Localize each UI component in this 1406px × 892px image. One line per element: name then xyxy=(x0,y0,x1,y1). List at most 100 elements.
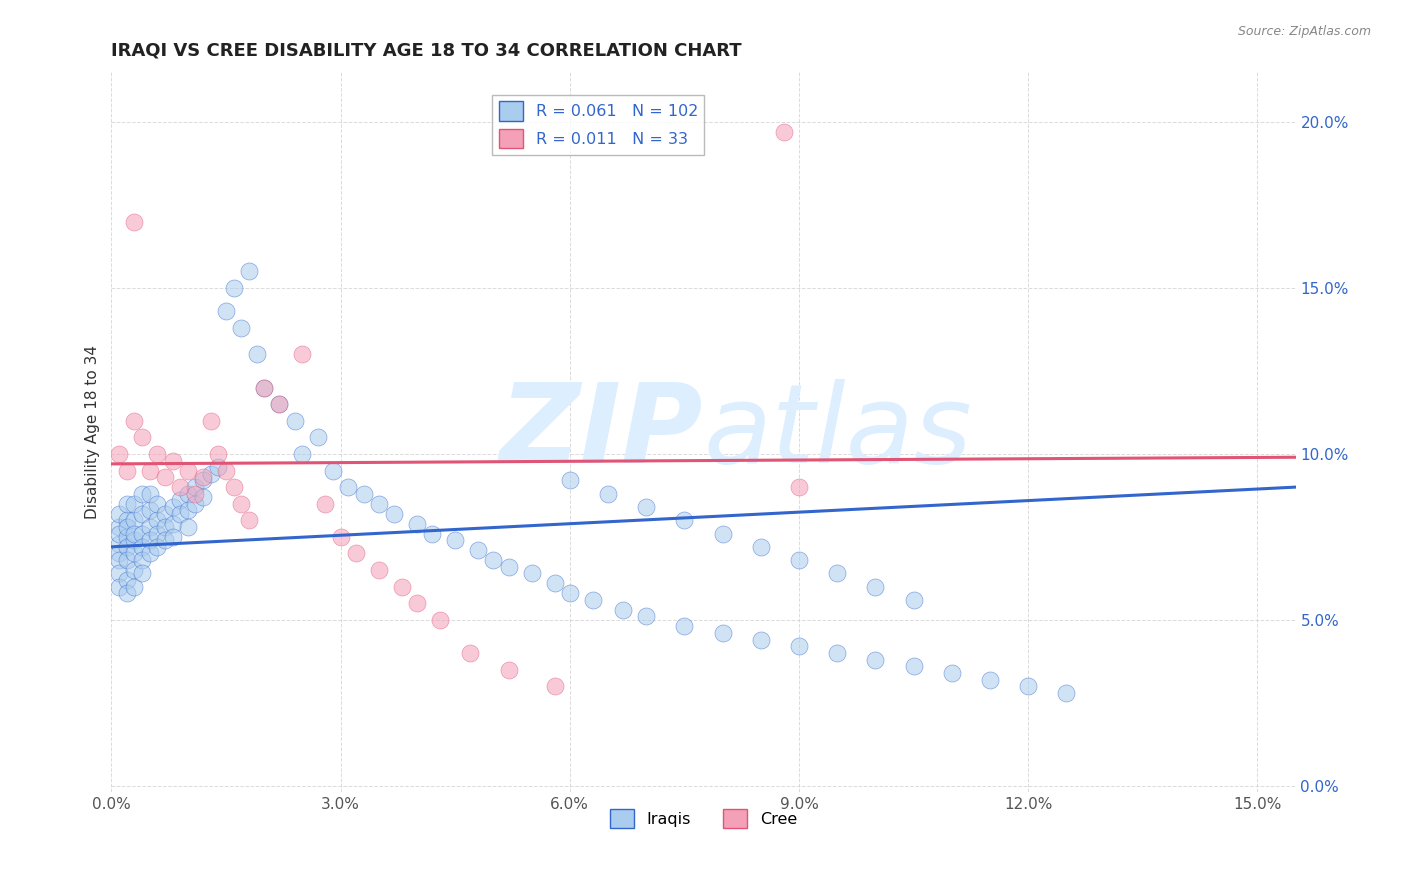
Point xyxy=(131,507,153,521)
Point xyxy=(429,613,451,627)
Point xyxy=(115,497,138,511)
Point xyxy=(582,593,605,607)
Point xyxy=(200,414,222,428)
Point xyxy=(146,513,169,527)
Point xyxy=(108,553,131,567)
Point xyxy=(184,480,207,494)
Point xyxy=(153,470,176,484)
Point xyxy=(498,559,520,574)
Point xyxy=(406,516,429,531)
Text: ZIP: ZIP xyxy=(501,379,703,486)
Point xyxy=(711,626,734,640)
Point xyxy=(353,487,375,501)
Point xyxy=(1054,686,1077,700)
Point xyxy=(498,663,520,677)
Point xyxy=(291,347,314,361)
Point xyxy=(772,125,794,139)
Point xyxy=(131,566,153,581)
Point xyxy=(146,526,169,541)
Point xyxy=(138,503,160,517)
Point xyxy=(284,414,307,428)
Point xyxy=(153,533,176,548)
Point xyxy=(169,507,191,521)
Point xyxy=(184,497,207,511)
Point xyxy=(238,264,260,278)
Point xyxy=(253,381,276,395)
Point xyxy=(131,430,153,444)
Legend: Iraqis, Cree: Iraqis, Cree xyxy=(603,803,803,835)
Point xyxy=(444,533,467,548)
Point xyxy=(825,646,848,660)
Point xyxy=(191,490,214,504)
Point xyxy=(979,673,1001,687)
Point xyxy=(131,540,153,554)
Point xyxy=(108,546,131,560)
Point xyxy=(177,520,200,534)
Point xyxy=(124,414,146,428)
Point xyxy=(825,566,848,581)
Point xyxy=(131,487,153,501)
Point xyxy=(200,467,222,481)
Point xyxy=(115,586,138,600)
Point xyxy=(184,487,207,501)
Point xyxy=(222,281,245,295)
Point xyxy=(124,533,146,548)
Point xyxy=(460,646,482,660)
Point xyxy=(115,553,138,567)
Point xyxy=(1017,679,1039,693)
Point xyxy=(124,497,146,511)
Point xyxy=(291,447,314,461)
Point xyxy=(596,487,619,501)
Point xyxy=(138,487,160,501)
Point xyxy=(231,321,253,335)
Point xyxy=(903,659,925,673)
Point xyxy=(673,513,696,527)
Point xyxy=(467,543,489,558)
Point xyxy=(749,540,772,554)
Point xyxy=(314,497,336,511)
Point xyxy=(337,480,360,494)
Point xyxy=(115,520,138,534)
Point xyxy=(673,619,696,633)
Point xyxy=(391,580,413,594)
Point xyxy=(138,546,160,560)
Point xyxy=(787,553,810,567)
Point xyxy=(222,480,245,494)
Point xyxy=(169,480,191,494)
Point xyxy=(115,530,138,544)
Point xyxy=(138,520,160,534)
Point xyxy=(636,609,658,624)
Point xyxy=(329,530,352,544)
Point xyxy=(108,566,131,581)
Point xyxy=(108,520,131,534)
Point xyxy=(153,507,176,521)
Point xyxy=(131,526,153,541)
Point xyxy=(558,474,581,488)
Point xyxy=(238,513,260,527)
Point xyxy=(253,381,276,395)
Point xyxy=(162,453,184,467)
Point xyxy=(146,540,169,554)
Point xyxy=(207,460,229,475)
Point xyxy=(344,546,367,560)
Point xyxy=(138,463,160,477)
Point xyxy=(543,679,565,693)
Y-axis label: Disability Age 18 to 34: Disability Age 18 to 34 xyxy=(86,345,100,519)
Point xyxy=(558,586,581,600)
Point xyxy=(162,530,184,544)
Point xyxy=(307,430,329,444)
Point xyxy=(108,507,131,521)
Point xyxy=(153,520,176,534)
Point xyxy=(124,526,146,541)
Point xyxy=(367,563,389,577)
Point xyxy=(520,566,543,581)
Point xyxy=(367,497,389,511)
Point xyxy=(231,497,253,511)
Text: IRAQI VS CREE DISABILITY AGE 18 TO 34 CORRELATION CHART: IRAQI VS CREE DISABILITY AGE 18 TO 34 CO… xyxy=(111,42,742,60)
Point xyxy=(115,463,138,477)
Point xyxy=(124,513,146,527)
Point xyxy=(191,474,214,488)
Point xyxy=(269,397,291,411)
Point xyxy=(322,463,344,477)
Point xyxy=(138,533,160,548)
